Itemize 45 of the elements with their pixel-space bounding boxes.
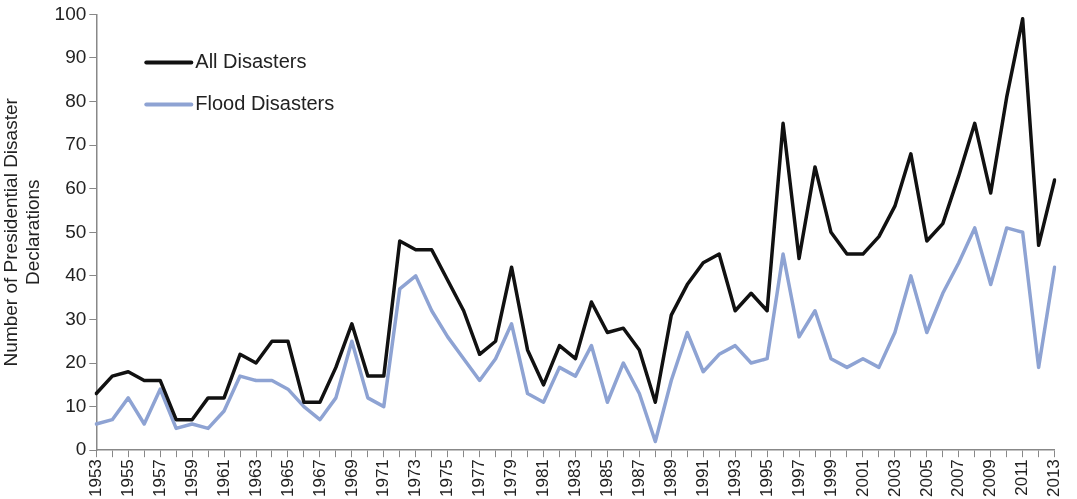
x-tick-label: 2005: [916, 459, 936, 498]
x-tick-label: 1999: [820, 459, 840, 498]
x-tick-label: 1991: [692, 459, 712, 498]
y-tick-label: 0: [75, 438, 87, 460]
legend-label: Flood Disasters: [195, 91, 335, 114]
x-tick-label: 1971: [373, 459, 393, 498]
x-tick-label: 1961: [213, 459, 233, 498]
x-tick-label: 1987: [629, 459, 649, 498]
x-tick-label: 1983: [565, 459, 585, 498]
x-tick-label: 1995: [756, 459, 776, 498]
x-tick-label: 1959: [181, 459, 201, 498]
y-tick-label: 60: [65, 176, 87, 198]
x-tick-label: 1963: [245, 459, 265, 498]
y-axis-title: Number of Presidential Disaster Declarations: [0, 97, 44, 367]
y-tick-label: 10: [65, 394, 87, 416]
legend-label: All Disasters: [195, 49, 307, 72]
x-tick-label: 1957: [149, 459, 169, 498]
x-tick-label: 1997: [788, 459, 808, 498]
x-tick-label: 1967: [309, 459, 329, 498]
x-tick-label: 2011: [1012, 459, 1032, 496]
y-tick-label: 100: [54, 2, 87, 24]
x-tick-label: 1993: [724, 459, 744, 498]
x-tick-label: 1965: [277, 459, 297, 498]
x-tick-label: 2013: [1044, 459, 1064, 498]
y-tick-label: 90: [65, 46, 87, 68]
x-tick-label: 1977: [469, 459, 489, 498]
y-tick-label: 40: [65, 264, 87, 286]
x-tick-label: 2003: [884, 459, 904, 498]
x-tick-label: 1969: [341, 459, 361, 498]
y-tick-label: 80: [65, 89, 87, 111]
x-tick-label: 2009: [980, 459, 1000, 498]
x-tick-label: 2007: [948, 459, 968, 498]
x-tick-label: 1953: [85, 459, 105, 498]
x-tick-label: 1973: [405, 459, 425, 498]
y-tick-label: 70: [65, 133, 87, 155]
y-tick-label: 30: [65, 307, 87, 329]
x-tick-label: 1985: [597, 459, 617, 498]
x-tick-label: 1979: [501, 459, 521, 498]
y-tick-label: 50: [65, 220, 87, 242]
x-tick-label: 1975: [437, 459, 457, 498]
x-tick-label: 1955: [117, 459, 137, 498]
y-tick-label: 20: [65, 351, 87, 373]
x-tick-label: 1989: [660, 459, 680, 498]
x-tick-label: 1981: [533, 459, 553, 498]
x-tick-label: 2001: [852, 459, 872, 498]
